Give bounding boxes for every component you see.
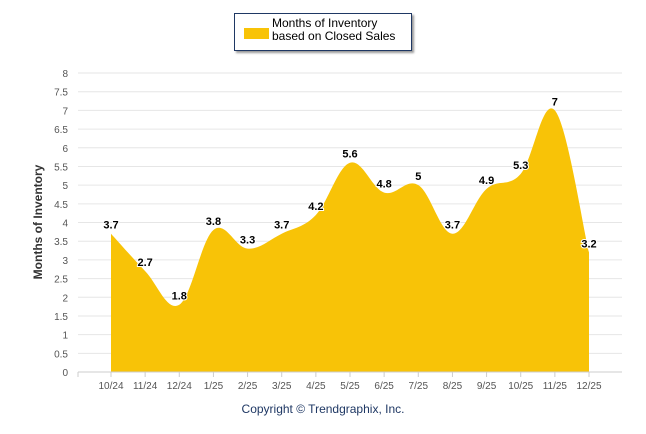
- data-label: 4.9: [479, 175, 494, 187]
- x-tick-label: 7/25: [409, 381, 429, 392]
- x-tick-label: 9/25: [477, 381, 497, 392]
- data-label: 3.7: [445, 220, 460, 232]
- data-label: 3.2: [581, 238, 596, 250]
- data-label: 4.8: [376, 179, 391, 191]
- legend[interactable]: Months of Inventory based on Closed Sale…: [234, 13, 412, 51]
- y-tick-label: 4: [62, 219, 68, 230]
- x-tick-label: 12/25: [576, 381, 601, 392]
- y-tick-label: 7: [62, 106, 68, 117]
- y-tick-label: 0: [62, 368, 68, 379]
- x-tick-label: 4/25: [306, 381, 326, 392]
- x-tick-label: 2/25: [238, 381, 258, 392]
- data-label: 3.8: [206, 216, 221, 228]
- x-tick-label: 1/25: [204, 381, 224, 392]
- legend-label: Months of Inventory based on Closed Sale…: [272, 16, 396, 43]
- data-label: 2.7: [137, 257, 152, 269]
- x-tick-label: 6/25: [374, 381, 394, 392]
- data-label: 5.3: [513, 160, 528, 172]
- data-label: 7: [552, 96, 558, 108]
- data-label: 5.6: [342, 149, 357, 161]
- x-tick-label: 11/24: [133, 381, 158, 392]
- y-tick-label: 6.5: [54, 125, 68, 136]
- legend-swatch: [244, 28, 269, 39]
- x-tick-label: 5/25: [340, 381, 360, 392]
- x-tick-label: 11/25: [543, 381, 568, 392]
- data-label: 3.7: [103, 220, 118, 232]
- copyright: Copyright © Trendgraphix, Inc.: [241, 402, 405, 416]
- data-label: 3.7: [274, 220, 289, 232]
- y-tick-label: 5: [62, 181, 68, 192]
- data-label: 1.8: [172, 291, 187, 303]
- y-tick-label: 4.5: [54, 200, 68, 211]
- y-tick-label: 3.5: [54, 237, 68, 248]
- y-tick-label: 0.5: [54, 349, 68, 360]
- y-tick-label: 1: [62, 331, 68, 342]
- x-tick-label: 10/24: [98, 381, 123, 392]
- data-label: 3.3: [240, 235, 255, 247]
- y-tick-label: 6: [62, 144, 68, 155]
- y-tick-label: 8: [62, 69, 68, 80]
- x-tick-label: 12/24: [167, 381, 192, 392]
- data-label: 4.2: [308, 201, 323, 213]
- data-label: 5: [415, 171, 421, 183]
- y-tick-label: 7.5: [54, 88, 68, 99]
- y-tick-label: 5.5: [54, 162, 68, 173]
- y-tick-label: 1.5: [54, 312, 68, 323]
- y-tick-label: 2.5: [54, 275, 68, 286]
- x-tick-label: 3/25: [272, 381, 292, 392]
- y-tick-label: 3: [62, 256, 68, 267]
- area-series: [111, 108, 589, 372]
- y-axis-title: Months of Inventory: [31, 164, 45, 279]
- x-tick-label: 8/25: [443, 381, 463, 392]
- y-tick-label: 2: [62, 293, 68, 304]
- x-tick-label: 10/25: [508, 381, 533, 392]
